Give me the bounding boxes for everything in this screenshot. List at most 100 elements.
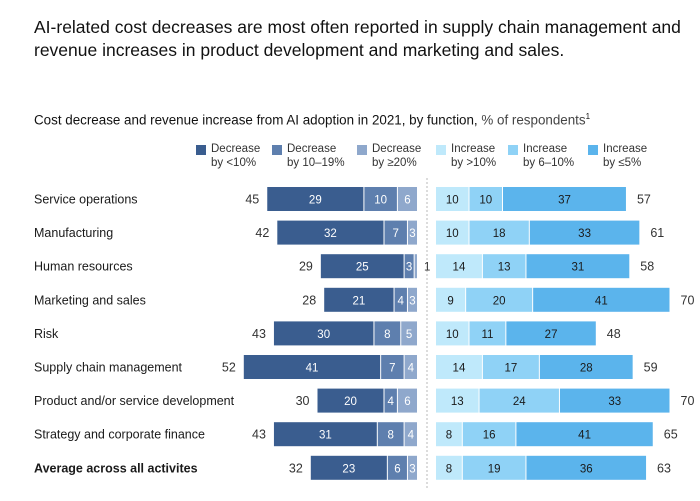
cost-bar-segment [317, 388, 384, 413]
revenue-bar-segment [526, 455, 647, 480]
cost-bar-value-label: 4 [408, 430, 415, 442]
legend-label: Decrease by ≥20% [372, 143, 422, 169]
legend-label: Increase by 6–10% [523, 143, 575, 169]
revenue-bar-value-label: 10 [446, 195, 459, 207]
revenue-total-label: 63 [657, 461, 671, 475]
revenue-bar-segment [436, 287, 466, 312]
cost-bar-segment [414, 254, 417, 279]
cost-bar-segment [324, 287, 394, 312]
cost-bar-value-label: 30 [317, 329, 330, 341]
legend-swatch [272, 145, 282, 155]
revenue-bar-segment [436, 422, 462, 447]
cost-bar-value-label: 5 [406, 329, 412, 341]
category-label: Service operations [34, 193, 138, 207]
revenue-bar-segment [436, 388, 479, 413]
category-label: Average across all activites [34, 461, 198, 475]
cost-total-label: 43 [252, 327, 266, 341]
legend-swatch [196, 145, 206, 155]
cost-bar-segment [401, 321, 417, 346]
revenue-bar-segment [506, 321, 596, 346]
revenue-bar-value-label: 33 [608, 396, 621, 408]
cost-bar-value-label: 8 [384, 329, 390, 341]
revenue-bar-value-label: 16 [483, 430, 496, 442]
revenue-bar-value-label: 9 [447, 295, 453, 307]
cost-bar-value-label: 32 [324, 228, 337, 240]
cost-bar-value-label: 31 [319, 430, 332, 442]
revenue-bar-value-label: 41 [595, 295, 608, 307]
revenue-bar-value-label: 18 [493, 228, 506, 240]
cost-bar-segment [407, 455, 417, 480]
revenue-bar-value-label: 10 [446, 228, 459, 240]
cost-bar-segment [387, 455, 407, 480]
revenue-bar-segment [436, 355, 482, 379]
cost-bar-value-label: 6 [404, 195, 410, 207]
cost-bar-value-label: 6 [404, 396, 410, 408]
cost-bar-value-label: 4 [387, 396, 394, 408]
cost-bar-value-label: 23 [342, 463, 355, 475]
cost-bar-value-label: 6 [394, 463, 400, 475]
cost-bar-value-label: 10 [374, 195, 387, 207]
revenue-bar-segment [539, 355, 633, 379]
category-label: Product and/or service development [34, 394, 235, 408]
cost-bar-segment [404, 422, 417, 447]
cost-bar-value-label: 21 [352, 295, 365, 307]
legend-swatch [436, 145, 446, 155]
chart-subtitle: Cost decrease and revenue increase from … [34, 108, 694, 129]
cost-total-label: 32 [289, 461, 303, 475]
subtitle-footnote: 1 [585, 112, 591, 121]
cost-total-label: 45 [245, 193, 259, 207]
cost-total-label: 43 [252, 428, 266, 442]
category-label: Risk [34, 327, 59, 341]
subtitle-unit: % of respondents [477, 112, 586, 128]
revenue-bar-value-label: 8 [446, 463, 452, 475]
cost-bar-segment [243, 355, 381, 379]
revenue-total-label: 59 [644, 361, 658, 375]
cost-bar-segment [273, 422, 377, 447]
legend-label: Decrease by <10% [211, 143, 261, 169]
category-label: Supply chain management [34, 361, 183, 375]
subtitle-main: Cost decrease and revenue increase from … [34, 112, 478, 128]
category-label: Marketing and sales [34, 293, 146, 307]
cost-bar-segment [397, 388, 417, 413]
cost-bar-segment [394, 287, 407, 312]
revenue-bar-segment [436, 187, 469, 211]
revenue-bar-value-label: 11 [481, 329, 493, 341]
revenue-bar-value-label: 10 [479, 195, 492, 207]
revenue-bar-segment [482, 254, 526, 279]
revenue-bar-segment [436, 455, 462, 480]
revenue-bar-segment [436, 220, 469, 245]
cost-bar-segment [310, 455, 387, 480]
revenue-bar-value-label: 37 [558, 195, 571, 207]
cost-bar-segment [273, 321, 374, 346]
cost-bar-segment [377, 422, 404, 447]
cost-bar-segment [407, 287, 417, 312]
revenue-total-label: 61 [650, 226, 664, 240]
cost-bar-value-label: 8 [387, 430, 393, 442]
legend-label: Decrease by 10–19% [287, 143, 345, 169]
revenue-bar-segment [526, 254, 630, 279]
cost-bar-segment [404, 355, 417, 379]
cost-bar-value-label: 3 [406, 262, 412, 274]
revenue-bar-segment [503, 187, 626, 211]
revenue-bar-value-label: 33 [578, 228, 591, 240]
cost-bar-segment [267, 187, 364, 211]
cost-bar-value-label: 20 [344, 396, 357, 408]
revenue-total-label: 48 [607, 327, 621, 341]
revenue-bar-segment [479, 388, 559, 413]
revenue-bar-value-label: 20 [493, 295, 506, 307]
revenue-bar-value-label: 14 [453, 363, 466, 375]
cost-bar-segment [384, 388, 397, 413]
revenue-bar-value-label: 10 [446, 329, 459, 341]
category-label: Strategy and corporate finance [34, 428, 205, 442]
revenue-bar-segment [466, 287, 533, 312]
revenue-bar-segment [469, 187, 502, 211]
cost-bar-value-label: 1 [424, 262, 430, 274]
revenue-bar-segment [533, 287, 670, 312]
revenue-bar-segment [436, 321, 469, 346]
revenue-bar-value-label: 31 [571, 262, 584, 274]
revenue-bar-segment [529, 220, 640, 245]
cost-bar-value-label: 3 [409, 228, 415, 240]
cost-bar-segment [407, 220, 417, 245]
cost-bar-segment [404, 254, 414, 279]
